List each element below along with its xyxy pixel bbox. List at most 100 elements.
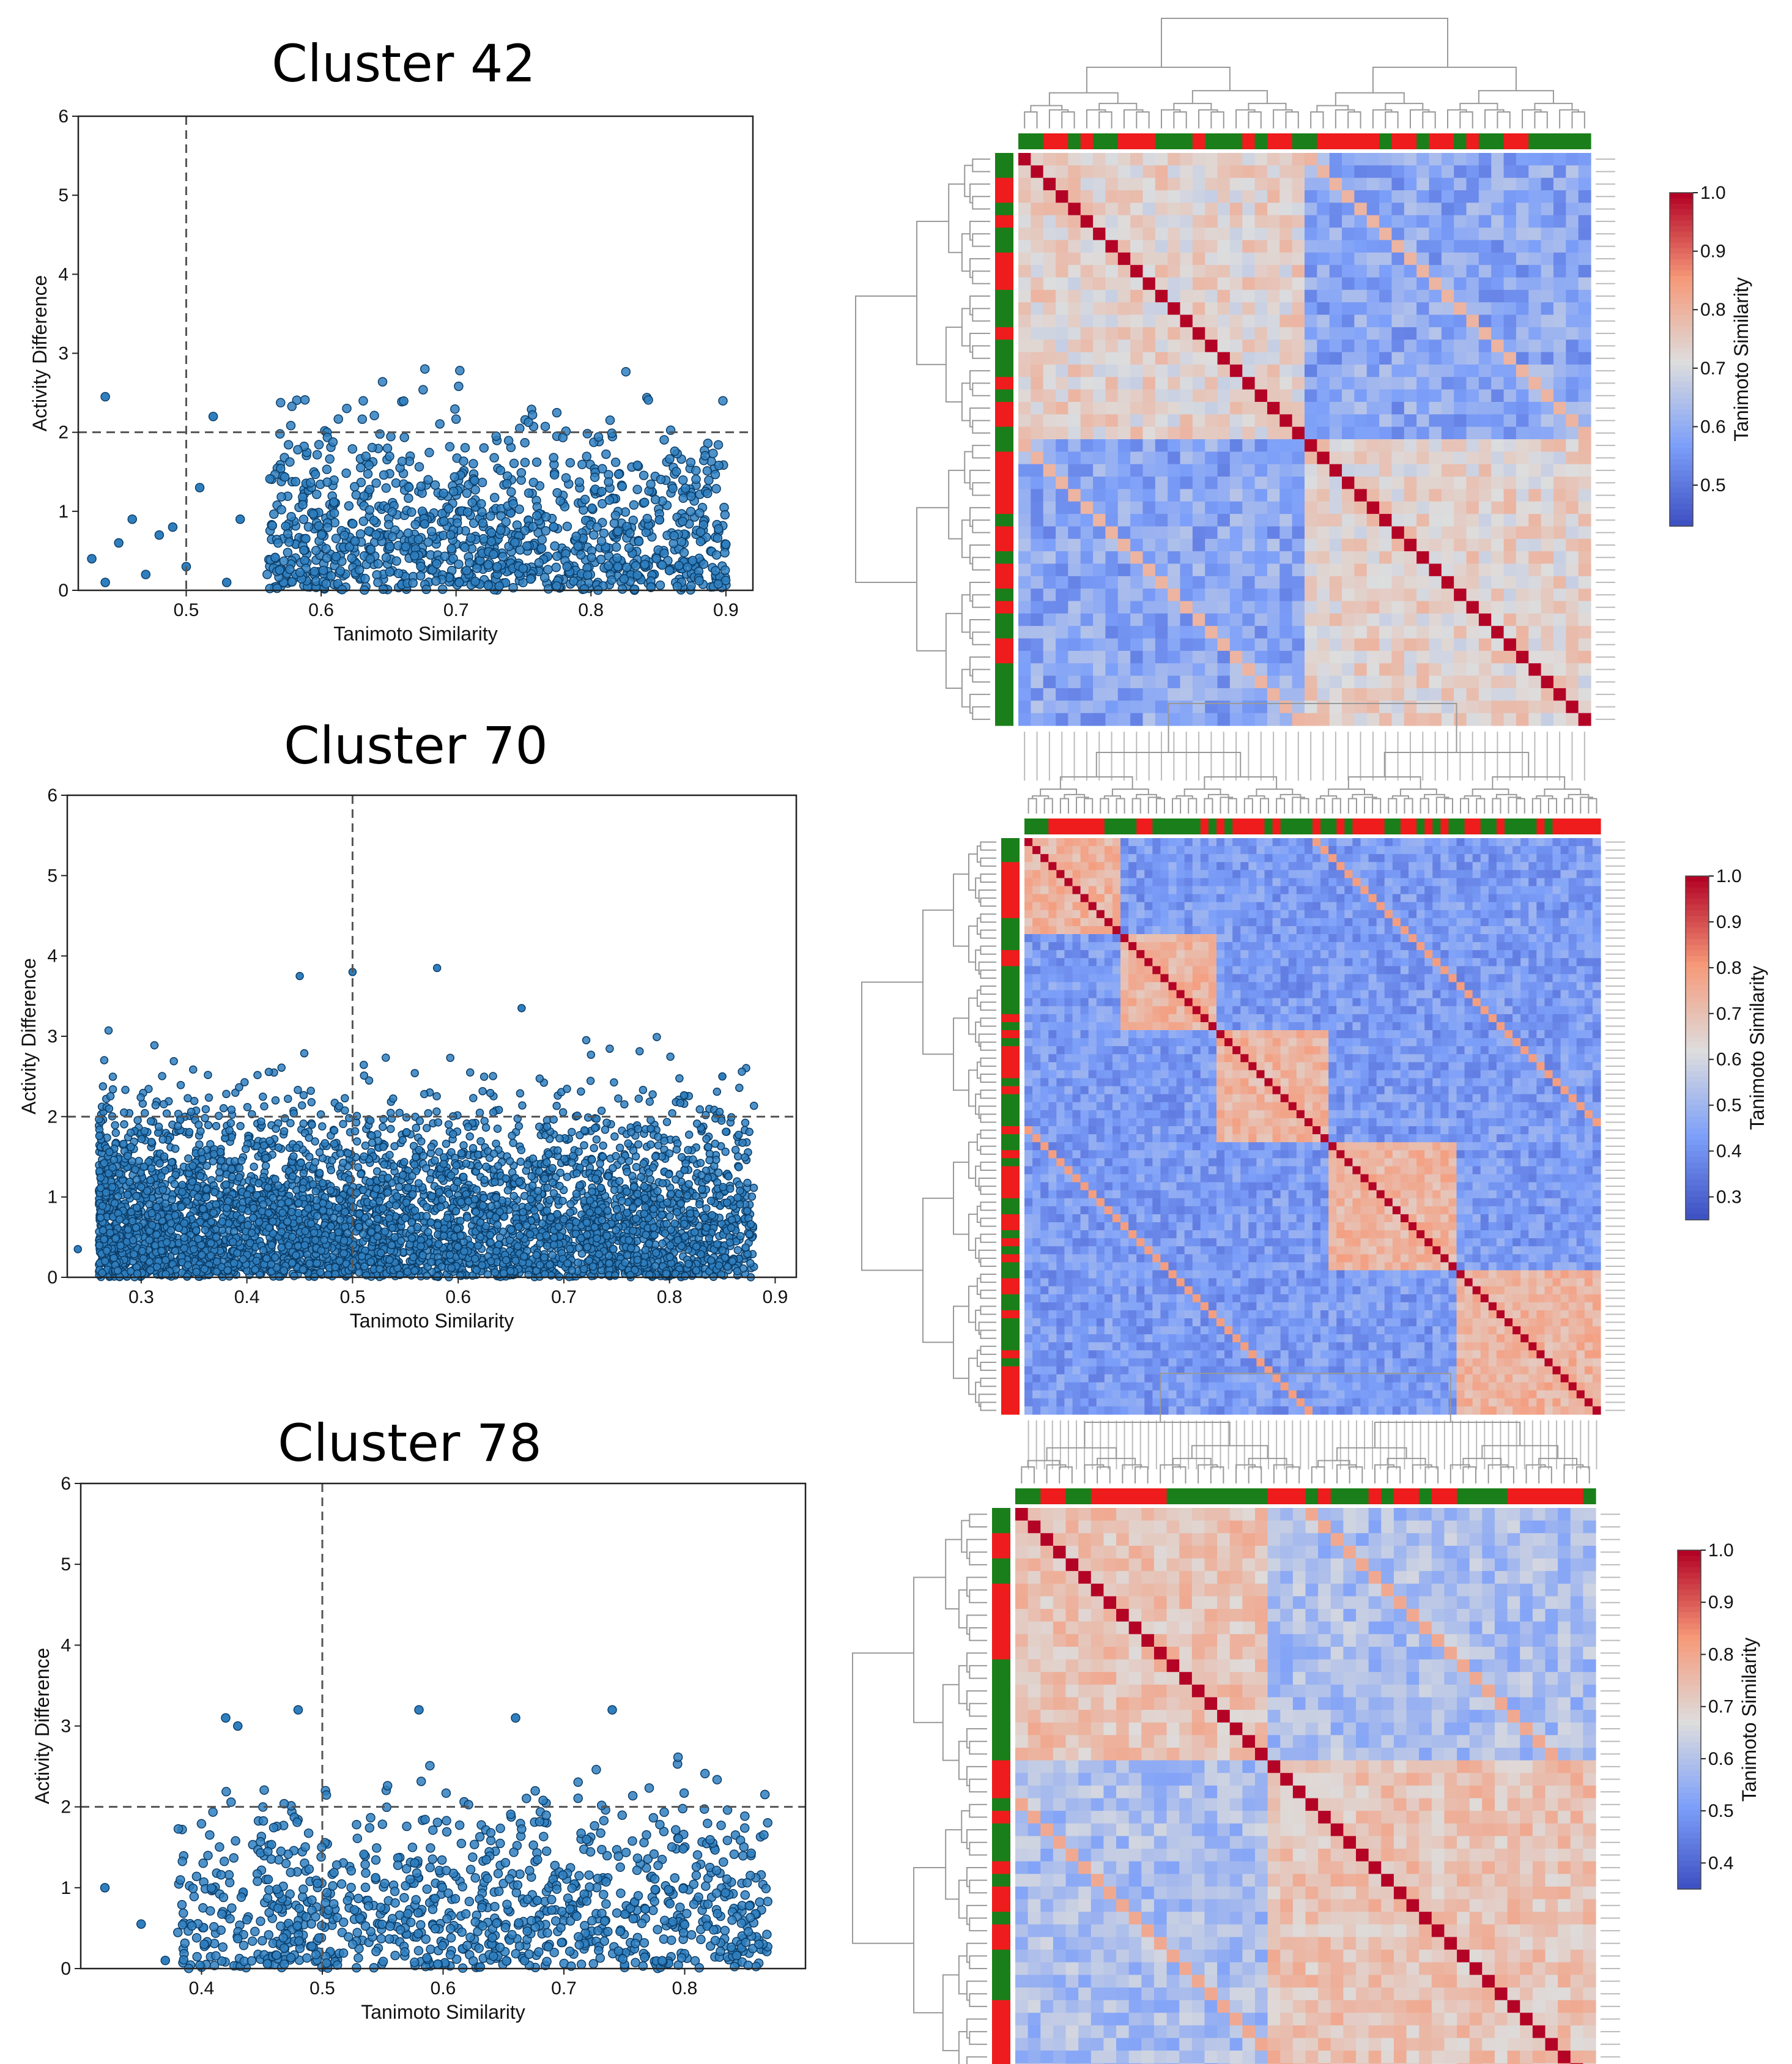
heatmap-cell — [1366, 551, 1380, 565]
heatmap-cell — [1503, 477, 1517, 489]
heatmap-cell — [1043, 240, 1056, 253]
heatmap-cell — [1379, 588, 1393, 602]
heatmap-cells — [1018, 153, 1591, 726]
heatmap-cell — [1478, 177, 1492, 191]
class-strip-top — [1155, 133, 1168, 149]
scatter-point — [440, 551, 450, 562]
heatmap-cell — [1229, 414, 1243, 428]
heatmap-cell — [1391, 289, 1405, 303]
heatmap-cell — [1478, 302, 1492, 316]
scatter-point — [632, 484, 642, 494]
heatmap-cell — [1366, 675, 1380, 689]
heatmap-cell — [1155, 414, 1168, 428]
heatmap-cell — [1242, 228, 1256, 241]
heatmap-cell — [1391, 713, 1405, 726]
heatmap-cell — [1305, 588, 1317, 602]
heatmap-cell — [1553, 601, 1566, 614]
heatmap-cell — [1056, 675, 1068, 689]
heatmap-cell — [1068, 190, 1081, 203]
heatmap-cell — [1528, 289, 1542, 303]
heatmap-cell — [1130, 601, 1144, 614]
class-strip-left — [995, 165, 1013, 179]
colorbar-segment — [1670, 420, 1693, 427]
heatmap-cell — [1080, 650, 1094, 664]
class-strip-left — [995, 190, 1013, 203]
heatmap-cell — [1229, 538, 1243, 552]
heatmap-cell — [1080, 501, 1094, 514]
heatmap-cell — [1541, 202, 1554, 216]
scatter-point — [236, 1121, 245, 1130]
heatmap-cell — [1516, 675, 1529, 689]
heatmap-cell — [1180, 464, 1193, 477]
heatmap-cell — [1391, 638, 1405, 651]
heatmap-cell — [1404, 277, 1417, 291]
class-strip-top — [1553, 133, 1566, 149]
heatmap-cell — [1093, 638, 1106, 651]
heatmap-cell — [1429, 588, 1442, 602]
heatmap-cell — [1242, 688, 1256, 701]
heatmap-cell — [1217, 501, 1231, 514]
heatmap-cell — [1142, 464, 1156, 477]
scatter-point — [691, 474, 701, 484]
heatmap-cell — [1391, 364, 1405, 377]
heatmap-cell — [1528, 228, 1542, 241]
heatmap-cell — [1056, 277, 1068, 291]
heatmap-cell — [1155, 675, 1168, 689]
heatmap-cell — [1528, 688, 1542, 701]
scatter-point — [363, 469, 373, 479]
scatter-point — [420, 364, 430, 374]
heatmap-cell — [1142, 688, 1156, 701]
heatmap-cell — [1541, 613, 1554, 626]
heatmap-cell — [1229, 202, 1243, 216]
dendrogram-branch — [1459, 103, 1498, 110]
heatmap-cell — [1466, 688, 1479, 701]
heatmap-cell — [1379, 327, 1393, 340]
heatmap-cell — [1043, 700, 1056, 714]
heatmap-cell — [1578, 289, 1591, 303]
heatmap-cell — [1566, 638, 1579, 651]
heatmap-cell — [1354, 563, 1368, 577]
heatmap-cell — [1043, 177, 1056, 191]
heatmap-cell — [1168, 501, 1181, 514]
dendrogram-branch — [969, 295, 981, 316]
heatmap-cell — [1454, 327, 1467, 340]
heatmap-cell — [1503, 588, 1517, 602]
heatmap-cell — [1068, 501, 1081, 514]
colorbar-segment — [1670, 292, 1693, 299]
heatmap-cell — [1441, 215, 1454, 228]
heatmap-cell — [1267, 265, 1280, 278]
heatmap-cell — [1093, 626, 1106, 639]
heatmap-cell — [1478, 514, 1492, 527]
heatmap-cell — [1168, 675, 1181, 689]
heatmap-cell — [1366, 228, 1380, 241]
heatmap-cell — [1043, 377, 1056, 390]
heatmap-cell — [1093, 426, 1106, 440]
heatmap-cell — [1429, 526, 1442, 540]
heatmap-cell — [1279, 377, 1293, 390]
heatmap-cell — [1329, 551, 1342, 565]
heatmap-cell — [1317, 514, 1330, 527]
heatmap-cell — [1229, 439, 1243, 452]
heatmap-cell — [1503, 252, 1517, 265]
heatmap-cell — [1292, 439, 1305, 452]
heatmap-cell — [1080, 215, 1094, 228]
heatmap-cell — [1292, 538, 1305, 552]
colorbar-segment — [1670, 237, 1693, 243]
heatmap-cell — [1018, 675, 1031, 689]
heatmap-cell — [1292, 190, 1305, 203]
heatmap-cell — [1043, 477, 1056, 489]
heatmap-cell — [1566, 514, 1579, 527]
heatmap-cell — [1031, 538, 1044, 552]
heatmap-cell — [1043, 638, 1056, 651]
heatmap-cell — [1242, 588, 1256, 602]
heatmap-cell — [1329, 377, 1342, 390]
heatmap-cell — [1305, 489, 1317, 502]
heatmap-cell — [1566, 302, 1579, 316]
heatmap-cell — [1528, 252, 1542, 265]
heatmap-cell — [1168, 364, 1181, 377]
heatmap-cell — [1466, 477, 1479, 489]
scatter-point — [678, 516, 687, 527]
heatmap-cell — [1192, 489, 1205, 502]
heatmap-cell — [1105, 389, 1119, 403]
heatmap-cell — [1441, 401, 1454, 415]
